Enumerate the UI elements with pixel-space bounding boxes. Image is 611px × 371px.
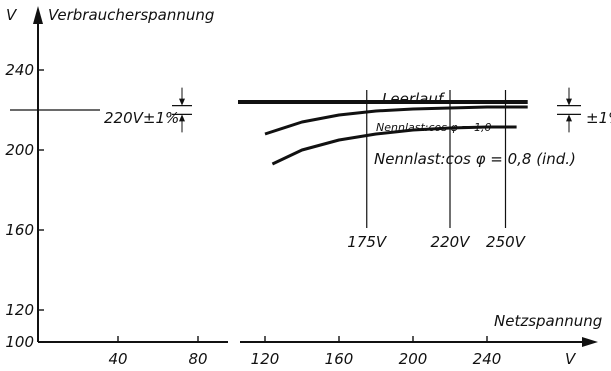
y-tick-label-2: 160	[5, 221, 34, 239]
y-axis-arrow	[33, 6, 43, 24]
ticks: 40 80 120 160 200 240 100 120 160 200 240	[5, 61, 501, 368]
tolerance-markers	[10, 87, 581, 133]
series-label-leerlauf: Leerlauf	[382, 90, 446, 108]
x-tick-label-5: 240	[473, 350, 502, 368]
tolerance-label-right: ±1%	[586, 109, 611, 127]
tolerance-label-left: 220V±1%	[104, 109, 179, 127]
series-label-cos-1-0: Nennlast:cos φ = 1,0	[376, 121, 491, 134]
reference-label-0: 175V	[347, 233, 388, 251]
y-axis-title: Verbraucherspannung	[48, 6, 214, 24]
tolerance-band-left	[172, 87, 192, 133]
x-axis-title: Netzspannung	[494, 312, 602, 330]
tolerance-band-right-arrow-down	[566, 98, 572, 106]
series-line-1	[264, 105, 528, 136]
x-tick-label-2: 120	[251, 350, 280, 368]
series-label-cos-0-8: Nennlast:cos φ = 0,8 (ind.)	[374, 150, 576, 168]
reference-lines: 175V 220V 250V	[347, 90, 527, 251]
tolerance-band-left-arrow-down	[179, 98, 185, 106]
tolerance-band-right-arrow-up	[566, 114, 572, 122]
series-line-2	[271, 125, 517, 166]
tolerance-band-right	[557, 87, 581, 133]
y-tick-label-4: 240	[5, 61, 34, 79]
reference-label-1: 220V	[431, 233, 472, 251]
x-tick-label-1: 80	[188, 350, 207, 368]
x-axis-arrow	[582, 337, 598, 347]
x-tick-label-4: 200	[399, 350, 428, 368]
x-tick-label-0: 40	[108, 350, 127, 368]
y-tick-label-1: 120	[5, 301, 34, 319]
y-tick-label-0: 100	[5, 333, 34, 351]
tolerance-band-left-arrow-up	[179, 114, 185, 122]
series-layer	[238, 100, 528, 166]
x-unit-label: V	[565, 350, 577, 368]
axes	[33, 6, 598, 347]
reference-label-2: 250V	[486, 233, 527, 251]
y-unit-label: V	[6, 6, 18, 24]
x-tick-label-3: 160	[325, 350, 354, 368]
y-tick-label-3: 200	[5, 141, 34, 159]
